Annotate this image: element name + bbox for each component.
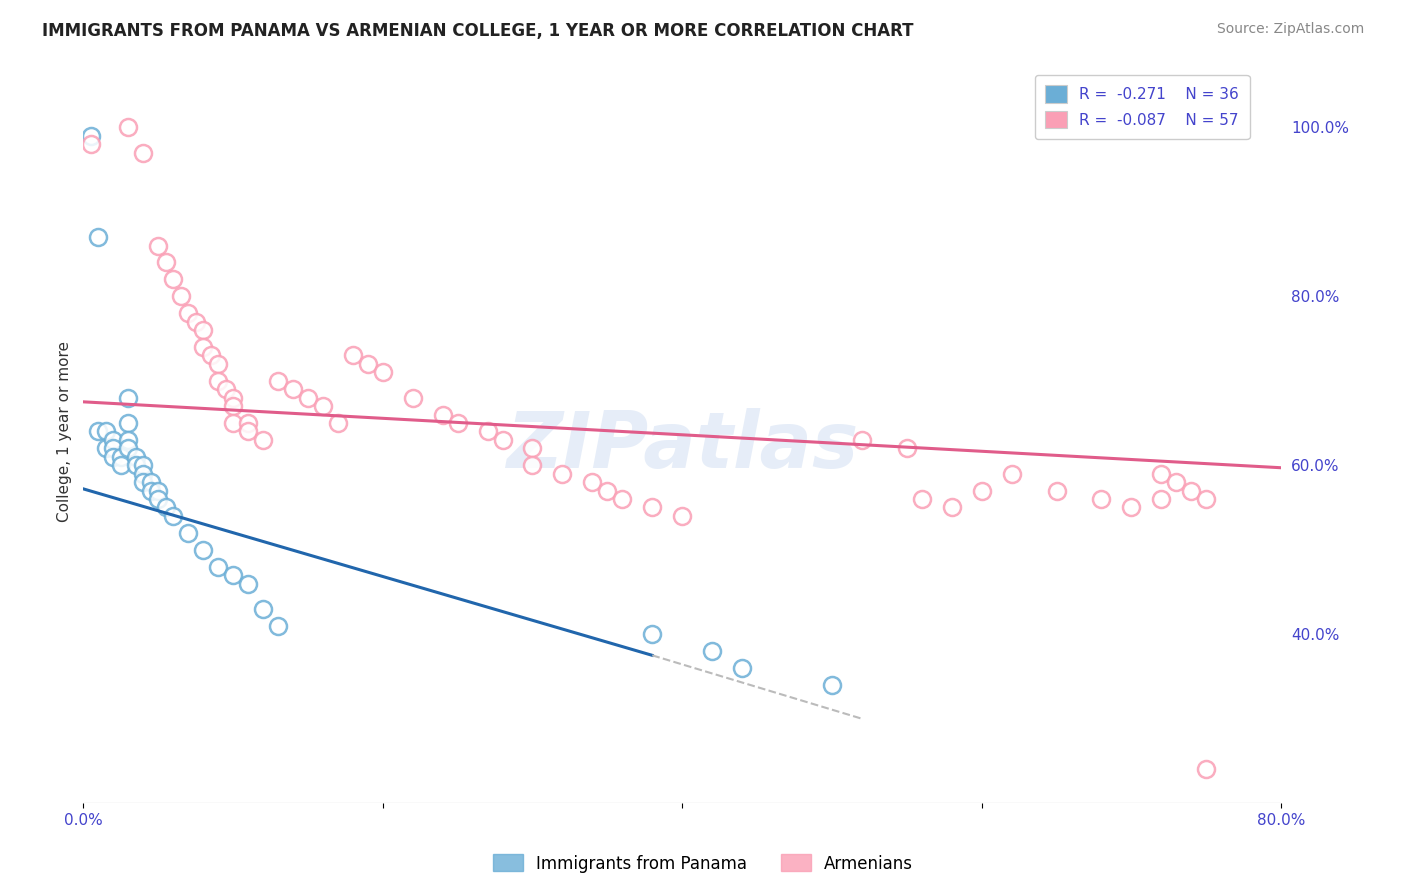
Point	[267, 374, 290, 388]
Point	[1000, 467, 1022, 481]
Text: Source: ZipAtlas.com: Source: ZipAtlas.com	[1216, 22, 1364, 37]
Point	[155, 500, 177, 515]
Point	[222, 416, 245, 430]
Point	[146, 238, 169, 252]
Point	[117, 416, 139, 430]
Point	[169, 289, 191, 303]
Point	[432, 408, 454, 422]
Point	[1180, 483, 1202, 498]
Point	[236, 576, 259, 591]
Point	[297, 391, 319, 405]
Point	[162, 508, 184, 523]
Point	[851, 433, 873, 447]
Point	[522, 458, 544, 473]
Point	[87, 230, 110, 244]
Point	[581, 475, 603, 489]
Point	[125, 450, 148, 464]
Point	[1150, 467, 1173, 481]
Point	[222, 568, 245, 582]
Point	[132, 475, 155, 489]
Point	[222, 391, 245, 405]
Point	[1045, 483, 1067, 498]
Point	[139, 475, 162, 489]
Point	[155, 255, 177, 269]
Point	[970, 483, 993, 498]
Point	[236, 416, 259, 430]
Point	[110, 458, 132, 473]
Point	[612, 491, 634, 506]
Point	[281, 382, 304, 396]
Point	[146, 483, 169, 498]
Point	[117, 433, 139, 447]
Point	[641, 627, 664, 641]
Point	[139, 483, 162, 498]
Point	[162, 272, 184, 286]
Point	[80, 128, 103, 143]
Point	[110, 450, 132, 464]
Point	[402, 391, 425, 405]
Point	[94, 442, 117, 456]
Point	[117, 391, 139, 405]
Point	[1195, 491, 1218, 506]
Point	[214, 382, 236, 396]
Point	[371, 365, 394, 379]
Legend: R =  -0.271    N = 36, R =  -0.087    N = 57: R = -0.271 N = 36, R = -0.087 N = 57	[1035, 75, 1250, 139]
Point	[132, 467, 155, 481]
Point	[1195, 763, 1218, 777]
Point	[94, 425, 117, 439]
Point	[103, 442, 125, 456]
Point	[342, 348, 364, 362]
Point	[117, 120, 139, 135]
Text: IMMIGRANTS FROM PANAMA VS ARMENIAN COLLEGE, 1 YEAR OR MORE CORRELATION CHART: IMMIGRANTS FROM PANAMA VS ARMENIAN COLLE…	[42, 22, 914, 40]
Point	[252, 602, 274, 616]
Point	[671, 508, 693, 523]
Point	[477, 425, 499, 439]
Point	[252, 433, 274, 447]
Point	[312, 399, 335, 413]
Point	[326, 416, 349, 430]
Point	[80, 137, 103, 152]
Point	[821, 678, 844, 692]
Point	[1150, 491, 1173, 506]
Legend: Immigrants from Panama, Armenians: Immigrants from Panama, Armenians	[486, 847, 920, 880]
Point	[103, 450, 125, 464]
Point	[941, 500, 963, 515]
Point	[491, 433, 513, 447]
Point	[184, 314, 207, 328]
Point	[207, 559, 229, 574]
Point	[596, 483, 619, 498]
Point	[207, 357, 229, 371]
Point	[191, 340, 214, 354]
Point	[1090, 491, 1112, 506]
Point	[357, 357, 380, 371]
Point	[731, 661, 754, 675]
Point	[177, 525, 200, 540]
Point	[132, 458, 155, 473]
Point	[132, 145, 155, 160]
Y-axis label: College, 1 year or more: College, 1 year or more	[58, 341, 72, 522]
Point	[87, 425, 110, 439]
Point	[125, 458, 148, 473]
Point	[641, 500, 664, 515]
Point	[177, 306, 200, 320]
Point	[1121, 500, 1143, 515]
Point	[522, 442, 544, 456]
Point	[236, 425, 259, 439]
Point	[1166, 475, 1188, 489]
Point	[207, 374, 229, 388]
Point	[446, 416, 468, 430]
Point	[191, 323, 214, 337]
Point	[896, 442, 918, 456]
Point	[222, 399, 245, 413]
Text: ZIPatlas: ZIPatlas	[506, 409, 858, 484]
Point	[267, 619, 290, 633]
Point	[702, 644, 724, 658]
Point	[911, 491, 934, 506]
Point	[103, 433, 125, 447]
Point	[551, 467, 574, 481]
Point	[191, 542, 214, 557]
Point	[146, 491, 169, 506]
Point	[200, 348, 222, 362]
Point	[117, 442, 139, 456]
